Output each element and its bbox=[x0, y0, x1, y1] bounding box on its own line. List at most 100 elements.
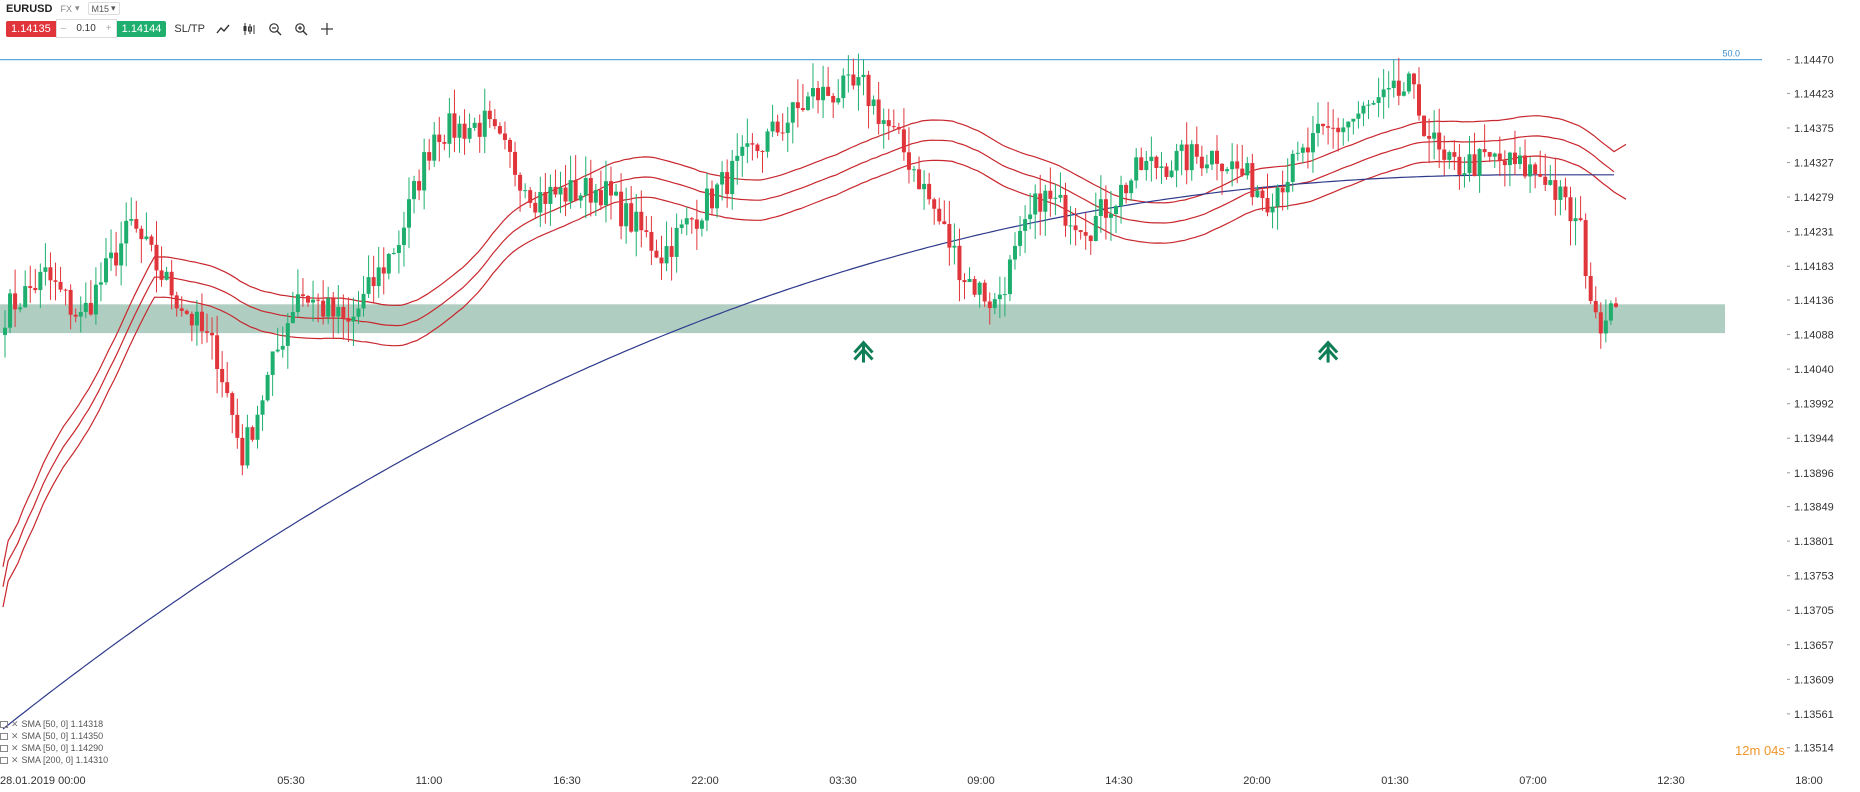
legend-settings-icon[interactable] bbox=[0, 720, 8, 728]
timeframe-select[interactable]: M15 ▾ bbox=[87, 2, 120, 15]
sma50-line bbox=[2, 135, 1615, 587]
legend-text: SMA [50, 0] 1.14290 bbox=[21, 743, 104, 753]
candle-body bbox=[1230, 161, 1235, 170]
legend-item[interactable]: ✕ SMA [200, 0] 1.14310 bbox=[0, 754, 108, 766]
candle-body bbox=[3, 327, 7, 335]
candle-body bbox=[119, 243, 124, 266]
market-tag[interactable]: FX ▾ bbox=[60, 3, 79, 14]
candle-body bbox=[836, 98, 841, 103]
x-tick-label: 07:00 bbox=[1519, 775, 1547, 787]
candle-body bbox=[1129, 180, 1134, 194]
candle-body bbox=[220, 369, 225, 383]
candle-body bbox=[1467, 154, 1472, 174]
quantity-stepper[interactable]: – 0.10 + bbox=[55, 19, 117, 38]
candle-body bbox=[1548, 180, 1553, 185]
y-tick-label: 1.14088 bbox=[1794, 330, 1834, 342]
legend-settings-icon[interactable] bbox=[0, 756, 8, 764]
sell-button[interactable]: 1.14135 bbox=[6, 20, 56, 37]
symbol-name[interactable]: EURUSD bbox=[6, 2, 53, 15]
candle-body bbox=[149, 236, 154, 245]
indicator-icon[interactable] bbox=[215, 21, 231, 37]
zoom-in-icon[interactable] bbox=[293, 21, 309, 37]
candle-body bbox=[1482, 149, 1487, 153]
zoom-out-icon[interactable] bbox=[267, 21, 283, 37]
y-tick-label: 1.14327 bbox=[1794, 158, 1834, 170]
legend-item[interactable]: ✕ SMA [50, 0] 1.14290 bbox=[0, 742, 108, 754]
candle-body bbox=[765, 131, 770, 152]
chart-type-icon[interactable] bbox=[241, 21, 257, 37]
candle-body bbox=[553, 186, 558, 195]
candle-body bbox=[785, 122, 790, 133]
candle-body bbox=[154, 244, 159, 271]
candle-body bbox=[13, 293, 18, 310]
candle-body bbox=[1078, 230, 1083, 233]
candle-body bbox=[1114, 206, 1118, 214]
legend-close-icon[interactable]: ✕ bbox=[11, 743, 19, 753]
candle-body bbox=[457, 123, 462, 138]
candle-body bbox=[1007, 259, 1012, 295]
candle-body bbox=[942, 221, 947, 225]
y-tick-label: 1.14423 bbox=[1794, 88, 1834, 100]
legend-settings-icon[interactable] bbox=[0, 744, 8, 752]
candle-body bbox=[538, 192, 543, 213]
crosshair-icon[interactable] bbox=[319, 21, 335, 37]
quantity-plus-button[interactable]: + bbox=[105, 23, 112, 34]
candle-body bbox=[134, 219, 139, 229]
candle-body bbox=[477, 122, 482, 137]
quantity-minus-button[interactable]: – bbox=[60, 23, 67, 34]
candle-body bbox=[1512, 152, 1517, 165]
candle-body bbox=[760, 150, 765, 152]
candle-body bbox=[1048, 190, 1053, 199]
quantity-value[interactable]: 0.10 bbox=[76, 23, 96, 34]
candle-body bbox=[674, 227, 679, 257]
candle-body bbox=[311, 299, 316, 303]
legend-item[interactable]: ✕ SMA [50, 0] 1.14350 bbox=[0, 730, 108, 742]
candle-body bbox=[881, 120, 886, 124]
candle-body bbox=[1189, 144, 1194, 171]
buy-button[interactable]: 1.14144 bbox=[116, 20, 167, 37]
candle-body bbox=[98, 282, 103, 285]
legend-text: SMA [200, 0] 1.14310 bbox=[21, 755, 109, 765]
candle-body bbox=[588, 178, 593, 203]
candle-body bbox=[644, 230, 649, 232]
candle-body bbox=[43, 267, 48, 272]
candle-body bbox=[1305, 147, 1310, 153]
candle-body bbox=[114, 252, 119, 266]
candle-body bbox=[381, 267, 386, 274]
candle-body bbox=[957, 245, 962, 281]
candle-body bbox=[795, 102, 800, 109]
market-chevron-icon: ▾ bbox=[74, 3, 80, 13]
candle-body bbox=[669, 246, 674, 257]
candle-body bbox=[1457, 156, 1462, 175]
candle-body bbox=[472, 122, 477, 128]
x-tick-label: 16:30 bbox=[553, 775, 581, 787]
sltp-button[interactable]: SL/TP bbox=[174, 22, 205, 35]
candle-body bbox=[1608, 303, 1613, 321]
candle-body bbox=[1326, 126, 1331, 128]
candle-body bbox=[1386, 88, 1391, 90]
legend-close-icon[interactable]: ✕ bbox=[11, 755, 19, 765]
candle-body bbox=[664, 246, 669, 264]
candle-body bbox=[1265, 198, 1270, 213]
candle-body bbox=[735, 155, 740, 161]
countdown-seconds: 04 bbox=[1763, 743, 1779, 758]
candle-body bbox=[467, 127, 472, 139]
countdown-s-unit: s bbox=[1778, 743, 1785, 758]
candle-body bbox=[1068, 225, 1073, 227]
candle-body bbox=[331, 298, 336, 317]
candle-body bbox=[1063, 194, 1068, 226]
candle-body bbox=[609, 181, 613, 196]
candle-body bbox=[1245, 163, 1250, 176]
candle-body bbox=[1583, 220, 1588, 276]
candle-body bbox=[699, 220, 704, 229]
legend-item[interactable]: ✕ SMA [50, 0] 1.14318 bbox=[0, 718, 108, 730]
legend-settings-icon[interactable] bbox=[0, 732, 8, 740]
candle-body bbox=[634, 211, 639, 232]
legend-close-icon[interactable]: ✕ bbox=[11, 719, 19, 729]
candle-body bbox=[917, 169, 922, 190]
candle-body bbox=[1518, 155, 1522, 165]
support-zone bbox=[0, 304, 1725, 334]
legend-close-icon[interactable]: ✕ bbox=[11, 731, 19, 741]
candle-body bbox=[376, 267, 381, 287]
